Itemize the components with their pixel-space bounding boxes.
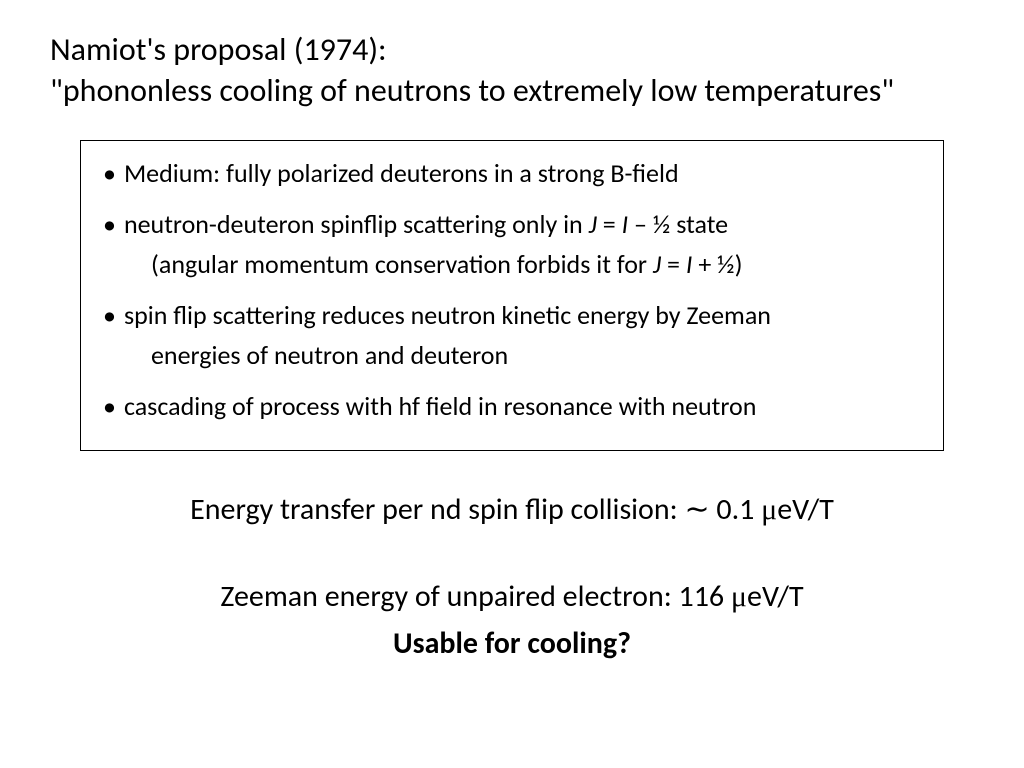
energy-line: Energy transfer per nd spin flip collisi… — [50, 491, 974, 528]
energy-unit: eV/T — [777, 491, 834, 528]
text-fragment: = — [597, 208, 622, 240]
question-line: Usable for cooling? — [50, 625, 974, 662]
var-j: J — [653, 248, 661, 280]
text-fragment: – ½ state — [628, 208, 728, 240]
bullet-dot: • — [103, 160, 116, 186]
bullet-text: Medium: fully polarized deuterons in a s… — [124, 157, 679, 190]
var-j: J — [589, 208, 597, 240]
bullet-4: • cascading of process with hf field in … — [103, 390, 921, 423]
bullet-dot: • — [103, 393, 116, 419]
zeeman-line: Zeeman energy of unpaired electron: 116 … — [50, 578, 974, 615]
content-box: • Medium: fully polarized deuterons in a… — [80, 140, 944, 451]
text-fragment: + ½) — [692, 248, 742, 280]
bullet-3-sub: energies of neutron and deuteron — [151, 339, 921, 372]
bullet-dot: • — [103, 211, 116, 237]
slide-subtitle: "phononless cooling of neutrons to extre… — [50, 71, 974, 110]
mu-symbol: μ — [731, 580, 747, 613]
bullet-2: • neutron-deuteron spinflip scattering o… — [103, 208, 921, 241]
bullet-text: neutron-deuteron spinflip scattering onl… — [124, 208, 728, 241]
bullet-text: cascading of process with hf field in re… — [124, 390, 756, 423]
zeeman-unit: eV/T — [747, 578, 804, 615]
slide-title: Namiot's proposal (1974): — [50, 30, 974, 69]
energy-value: 0.1 — [710, 491, 762, 528]
energy-label: Energy transfer per nd spin flip collisi… — [190, 491, 684, 528]
tilde-symbol: ∼ — [684, 493, 709, 526]
text-fragment: = — [661, 248, 686, 280]
bullet-text: spin flip scattering reduces neutron kin… — [124, 299, 771, 332]
bullet-3: • spin flip scattering reduces neutron k… — [103, 299, 921, 332]
text-fragment: neutron-deuteron spinflip scattering onl… — [124, 208, 589, 240]
bullet-2-sub: (angular momentum conservation forbids i… — [151, 248, 921, 281]
bullet-dot: • — [103, 302, 116, 328]
text-fragment: (angular momentum conservation forbids i… — [151, 248, 653, 280]
zeeman-label: Zeeman energy of unpaired electron: 116 — [220, 578, 731, 615]
mu-symbol: μ — [761, 493, 777, 526]
bullet-1: • Medium: fully polarized deuterons in a… — [103, 157, 921, 190]
